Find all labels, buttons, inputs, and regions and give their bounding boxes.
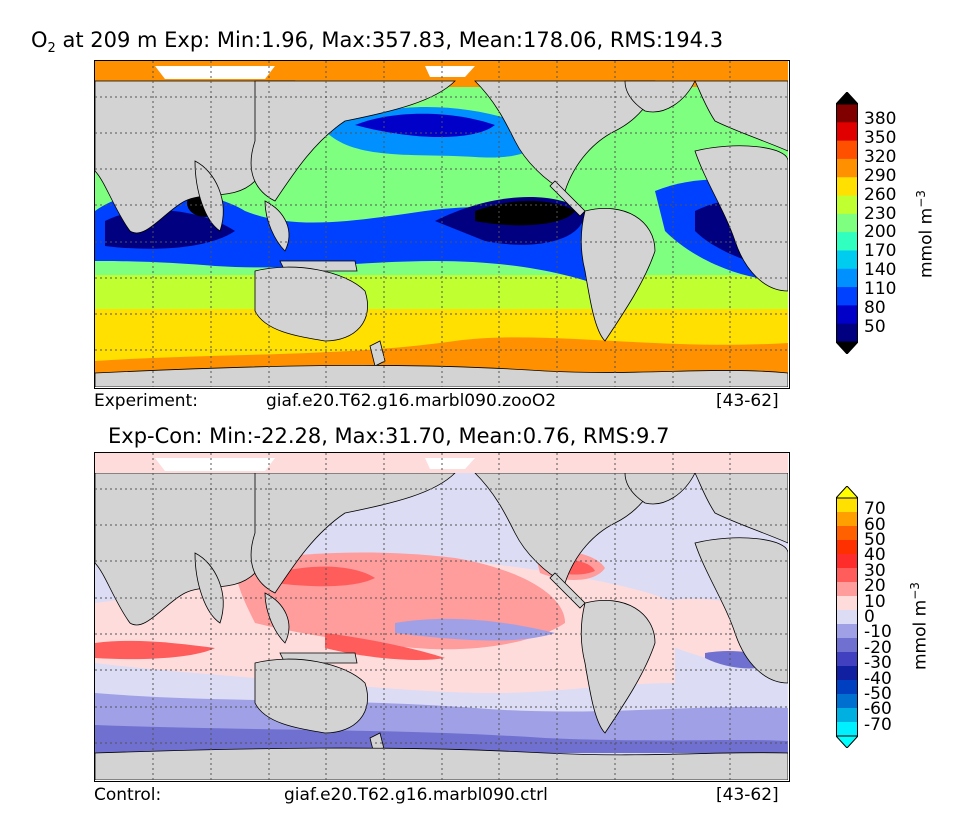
top-panel-title: O2 at 209 m Exp: Min:1.96, Max:357.83, M… <box>31 28 723 56</box>
top-colorbar-tick-label: 110 <box>864 279 897 300</box>
bottom-colorbar-segment <box>836 610 858 625</box>
top-map <box>94 60 790 389</box>
bottom-colorbar-tick-label: -40 <box>864 668 892 689</box>
top-colorbar-segment <box>836 250 858 270</box>
top-map-graphic <box>95 61 788 387</box>
bottom-colorbar-segment <box>836 694 858 709</box>
bottom-colorbar-tick-label: 60 <box>864 514 886 535</box>
bottom-colorbar-segment <box>836 540 858 555</box>
top-colorbar-tick-label: 260 <box>864 184 897 205</box>
top-caption-left: Experiment: <box>94 391 198 411</box>
bottom-colorbar-tick-label: -10 <box>864 622 892 643</box>
bottom-colorbar-segment <box>836 596 858 611</box>
bottom-colorbar <box>834 485 860 749</box>
bottom-colorbar-segment <box>836 526 858 541</box>
bottom-colorbar-exponent: −3 <box>908 582 922 600</box>
bottom-caption-years: [43-62] <box>716 785 779 805</box>
top-colorbar-tick-label: 290 <box>864 165 897 186</box>
top-colorbar-tick-label: 350 <box>864 127 897 148</box>
top-caption-case: giaf.e20.T62.g16.marbl090.zooO2 <box>266 391 557 411</box>
top-colorbar-tick-label: 140 <box>864 260 897 281</box>
bottom-caption-case: giaf.e20.T62.g16.marbl090.ctrl <box>284 785 548 805</box>
top-colorbar-segment <box>836 195 858 215</box>
top-colorbar-label: mmol m−3 <box>914 190 937 278</box>
bottom-map <box>94 452 790 782</box>
bottom-colorbar-segment <box>836 624 858 639</box>
top-colorbar-graphic <box>834 91 860 355</box>
top-colorbar-segment <box>836 213 858 233</box>
title-subscript: 2 <box>47 41 56 57</box>
top-colorbar-tick-label: 320 <box>864 146 897 167</box>
top-colorbar-exponent: −3 <box>914 190 928 208</box>
top-colorbar-segment <box>836 177 858 197</box>
top-colorbar-extend-low <box>834 341 860 355</box>
top-colorbar-segment <box>836 232 858 251</box>
bottom-colorbar-tick-label: -20 <box>864 637 892 658</box>
bottom-colorbar-extend-high <box>834 485 860 499</box>
bottom-colorbar-graphic <box>834 485 860 749</box>
top-colorbar <box>834 91 860 355</box>
top-colorbar-segment <box>836 104 858 123</box>
bottom-colorbar-segment <box>836 498 858 513</box>
bottom-colorbar-tick-label: -30 <box>864 653 892 674</box>
bottom-colorbar-tick-label: -60 <box>864 699 892 720</box>
top-colorbar-segment <box>836 287 858 306</box>
top-colorbar-tick-label: 230 <box>864 203 897 224</box>
top-colorbar-units: mmol m <box>916 207 937 278</box>
bottom-colorbar-tick-label: 50 <box>864 530 886 550</box>
top-colorbar-segment <box>836 122 858 142</box>
bottom-colorbar-tick-label: -70 <box>864 714 892 735</box>
top-colorbar-tick-label: 50 <box>864 317 886 338</box>
bottom-colorbar-units: mmol m <box>910 599 931 670</box>
bottom-colorbar-segment <box>836 568 858 583</box>
top-colorbar-tick-label: 380 <box>864 108 897 129</box>
bottom-map-graphic <box>95 453 788 780</box>
top-colorbar-extend-high <box>834 91 860 105</box>
top-caption-years: [43-62] <box>716 391 779 411</box>
bottom-colorbar-tick-label: 20 <box>864 576 886 597</box>
bottom-colorbar-segment <box>836 652 858 667</box>
bottom-panel-title: Exp-Con: Min:-22.28, Max:31.70, Mean:0.7… <box>108 424 670 448</box>
bottom-colorbar-tick-label: 10 <box>864 591 886 612</box>
bottom-colorbar-segment <box>836 680 858 695</box>
bottom-colorbar-segment <box>836 582 858 597</box>
top-colorbar-segment <box>836 305 858 325</box>
bottom-colorbar-extend-low <box>834 735 860 749</box>
top-colorbar-segment <box>836 323 858 343</box>
top-colorbar-segment <box>836 158 858 178</box>
bottom-colorbar-segment <box>836 722 858 737</box>
bottom-colorbar-label: mmol m−3 <box>908 582 931 670</box>
title-text: at 209 m Exp: Min:1.96, Max:357.83, Mean… <box>55 28 724 52</box>
bottom-colorbar-tick-label: -50 <box>864 684 892 704</box>
title-species: O <box>31 28 48 52</box>
bottom-colorbar-segment <box>836 512 858 527</box>
bottom-colorbar-tick-label: 30 <box>864 560 886 581</box>
top-colorbar-tick-label: 200 <box>864 222 897 243</box>
bottom-caption-left: Control: <box>94 785 162 805</box>
top-colorbar-tick-label: 80 <box>864 298 886 319</box>
bottom-colorbar-tick-label: 0 <box>864 607 875 627</box>
top-colorbar-segment <box>836 268 858 288</box>
bottom-colorbar-tick-label: 70 <box>864 499 886 520</box>
bottom-colorbar-segment <box>836 666 858 681</box>
bottom-colorbar-segment <box>836 638 858 653</box>
bottom-colorbar-segment <box>836 554 858 569</box>
top-colorbar-segment <box>836 140 858 160</box>
top-colorbar-tick-label: 170 <box>864 241 897 262</box>
bottom-colorbar-tick-label: 40 <box>864 545 886 566</box>
bottom-colorbar-segment <box>836 708 858 723</box>
